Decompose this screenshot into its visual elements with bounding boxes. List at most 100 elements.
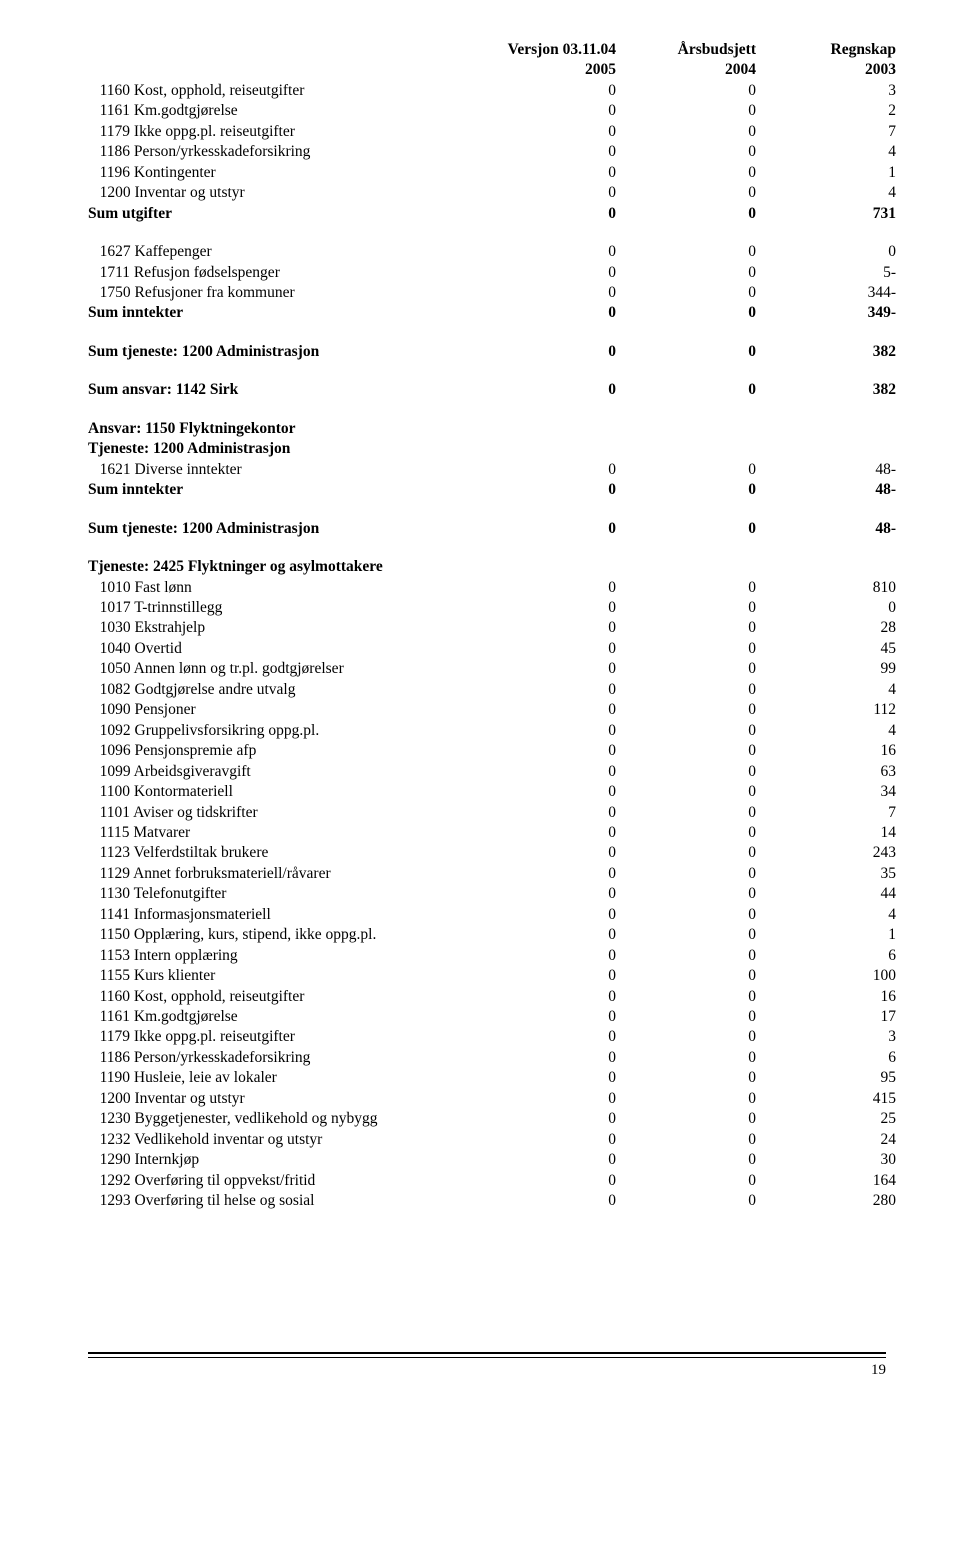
line-value-3: 25 bbox=[756, 1109, 896, 1129]
sum-tjeneste-1200-b: Sum tjeneste: 1200 Administrasjon 0 0 48… bbox=[88, 519, 896, 539]
line-label: 1230 Byggetjenester, vedlikehold og nyby… bbox=[88, 1109, 476, 1129]
sum-v1: 0 bbox=[476, 519, 616, 539]
line-label: 1010 Fast lønn bbox=[88, 578, 476, 598]
line-value-1: 0 bbox=[476, 680, 616, 700]
line-value-2: 0 bbox=[616, 823, 756, 843]
line-label: 1115 Matvarer bbox=[88, 823, 476, 843]
line-value-2: 0 bbox=[616, 1109, 756, 1129]
line-value-1: 0 bbox=[476, 263, 616, 283]
block4-row: 1190 Husleie, leie av lokaler0095 bbox=[88, 1068, 896, 1088]
line-value-3: 280 bbox=[756, 1191, 896, 1211]
line-value-2: 0 bbox=[616, 163, 756, 183]
block4-row: 1030 Ekstrahjelp0028 bbox=[88, 618, 896, 638]
block4-row: 1160 Kost, opphold, reiseutgifter0016 bbox=[88, 987, 896, 1007]
line-value-3: 30 bbox=[756, 1150, 896, 1170]
line-value-3: 0 bbox=[756, 598, 896, 618]
line-value-2: 0 bbox=[616, 1130, 756, 1150]
block1-row: Sum utgifter00731 bbox=[88, 204, 896, 224]
line-value-2: 0 bbox=[616, 263, 756, 283]
line-label: 1190 Husleie, leie av lokaler bbox=[88, 1068, 476, 1088]
line-value-2: 0 bbox=[616, 303, 756, 323]
line-value-2: 0 bbox=[616, 721, 756, 741]
line-value-3: 415 bbox=[756, 1089, 896, 1109]
line-value-1: 0 bbox=[476, 803, 616, 823]
line-value-1: 0 bbox=[476, 1007, 616, 1027]
block4-row: 1115 Matvarer0014 bbox=[88, 823, 896, 843]
line-value-2: 0 bbox=[616, 480, 756, 500]
line-value-1: 0 bbox=[476, 639, 616, 659]
line-value-1: 0 bbox=[476, 905, 616, 925]
spacer bbox=[88, 501, 896, 519]
ansvar-1150-h2: Tjeneste: 1200 Administrasjon bbox=[88, 439, 896, 459]
line-value-1: 0 bbox=[476, 782, 616, 802]
line-value-1: 0 bbox=[476, 843, 616, 863]
line-label: 1292 Overføring til oppvekst/fritid bbox=[88, 1171, 476, 1191]
line-label: 1621 Diverse inntekter bbox=[88, 460, 476, 480]
block4-row: 1123 Velferdstiltak brukere00243 bbox=[88, 843, 896, 863]
line-value-2: 0 bbox=[616, 1089, 756, 1109]
line-value-1: 0 bbox=[476, 1130, 616, 1150]
header-row-1: Versjon 03.11.04 Årsbudsjett Regnskap bbox=[88, 40, 896, 60]
line-value-2: 0 bbox=[616, 680, 756, 700]
line-label: 1129 Annet forbruksmateriell/råvarer bbox=[88, 864, 476, 884]
block1: 1160 Kost, opphold, reiseutgifter003 116… bbox=[88, 81, 896, 224]
block1-row: 1179 Ikke oppg.pl. reiseutgifter007 bbox=[88, 122, 896, 142]
line-value-3: 3 bbox=[756, 1027, 896, 1047]
line-value-2: 0 bbox=[616, 782, 756, 802]
line-value-3: 4 bbox=[756, 680, 896, 700]
line-value-3: 95 bbox=[756, 1068, 896, 1088]
block4-row: 1141 Informasjonsmateriell004 bbox=[88, 905, 896, 925]
line-value-3: 344- bbox=[756, 283, 896, 303]
line-value-2: 0 bbox=[616, 283, 756, 303]
sum-tjeneste-1200-a: Sum tjeneste: 1200 Administrasjon 0 0 38… bbox=[88, 342, 896, 362]
line-value-2: 0 bbox=[616, 741, 756, 761]
line-value-3: 1 bbox=[756, 163, 896, 183]
block3-row: Sum inntekter0048- bbox=[88, 480, 896, 500]
line-value-2: 0 bbox=[616, 142, 756, 162]
line-value-3: 99 bbox=[756, 659, 896, 679]
line-value-3: 16 bbox=[756, 741, 896, 761]
line-label: 1092 Gruppelivsforsikring oppg.pl. bbox=[88, 721, 476, 741]
line-label: 1141 Informasjonsmateriell bbox=[88, 905, 476, 925]
block4-row: 1100 Kontormateriell0034 bbox=[88, 782, 896, 802]
line-value-3: 16 bbox=[756, 987, 896, 1007]
line-value-1: 0 bbox=[476, 1068, 616, 1088]
line-value-2: 0 bbox=[616, 204, 756, 224]
line-value-1: 0 bbox=[476, 700, 616, 720]
line-value-1: 0 bbox=[476, 1109, 616, 1129]
line-label: 1096 Pensjonspremie afp bbox=[88, 741, 476, 761]
tjeneste-1200-heading: Tjeneste: 1200 Administrasjon bbox=[88, 439, 896, 459]
line-label: 1030 Ekstrahjelp bbox=[88, 618, 476, 638]
line-value-1: 0 bbox=[476, 142, 616, 162]
block2-row: 1627 Kaffepenger000 bbox=[88, 242, 896, 262]
line-value-3: 35 bbox=[756, 864, 896, 884]
line-value-2: 0 bbox=[616, 242, 756, 262]
line-value-1: 0 bbox=[476, 741, 616, 761]
line-value-3: 164 bbox=[756, 1171, 896, 1191]
line-value-2: 0 bbox=[616, 946, 756, 966]
line-label: 1130 Telefonutgifter bbox=[88, 884, 476, 904]
line-value-3: 243 bbox=[756, 843, 896, 863]
line-value-3: 3 bbox=[756, 81, 896, 101]
line-value-3: 2 bbox=[756, 101, 896, 121]
block4-row: 1082 Godtgjørelse andre utvalg004 bbox=[88, 680, 896, 700]
line-value-2: 0 bbox=[616, 864, 756, 884]
line-value-1: 0 bbox=[476, 598, 616, 618]
line-value-1: 0 bbox=[476, 283, 616, 303]
block4-row: 1099 Arbeidsgiveravgift0063 bbox=[88, 762, 896, 782]
line-value-2: 0 bbox=[616, 803, 756, 823]
line-value-2: 0 bbox=[616, 618, 756, 638]
line-value-1: 0 bbox=[476, 101, 616, 121]
line-label: 1186 Person/yrkesskadeforsikring bbox=[88, 1048, 476, 1068]
line-value-1: 0 bbox=[476, 659, 616, 679]
block1-row: 1186 Person/yrkesskadeforsikring004 bbox=[88, 142, 896, 162]
line-value-2: 0 bbox=[616, 598, 756, 618]
line-label: 1232 Vedlikehold inventar og utstyr bbox=[88, 1130, 476, 1150]
line-label: 1160 Kost, opphold, reiseutgifter bbox=[88, 987, 476, 1007]
line-label: 1179 Ikke oppg.pl. reiseutgifter bbox=[88, 1027, 476, 1047]
line-value-3: 34 bbox=[756, 782, 896, 802]
line-value-3: 1 bbox=[756, 925, 896, 945]
line-value-2: 0 bbox=[616, 81, 756, 101]
line-value-3: 0 bbox=[756, 242, 896, 262]
block2-row: Sum inntekter00349- bbox=[88, 303, 896, 323]
